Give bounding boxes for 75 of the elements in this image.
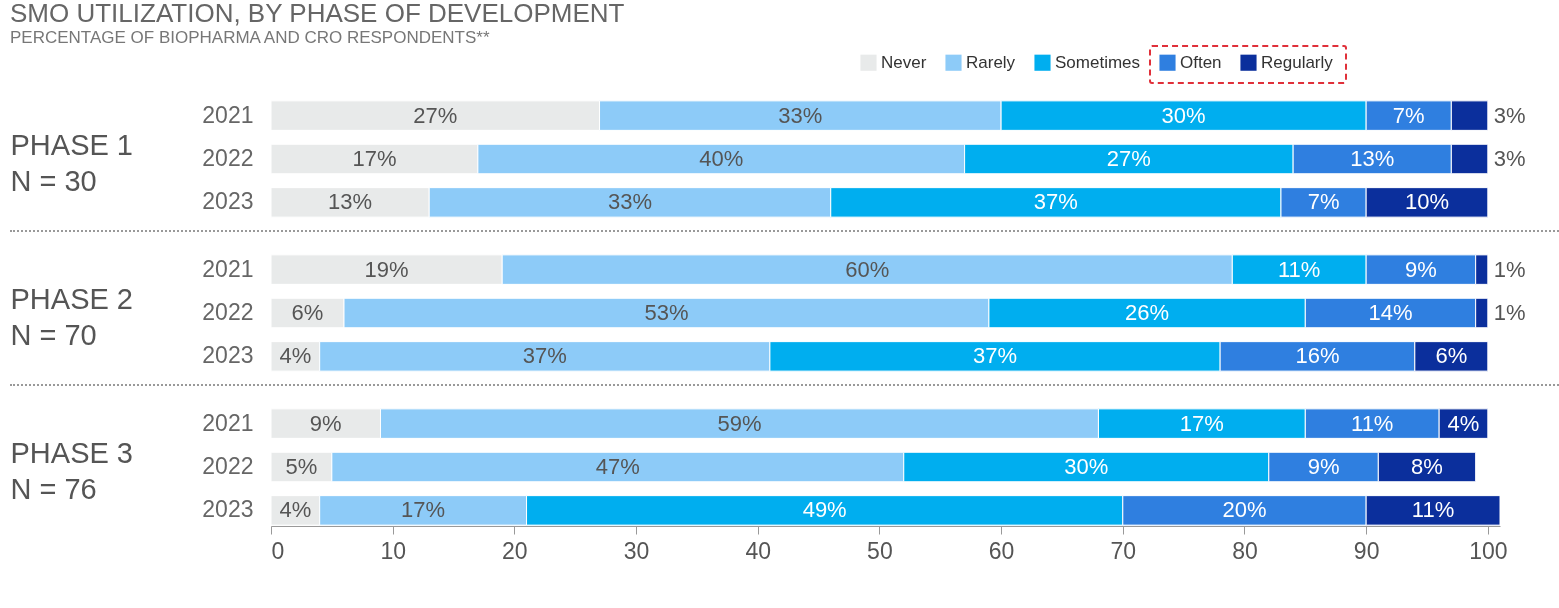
data-label: 37% bbox=[972, 343, 1018, 369]
data-label: 13% bbox=[328, 189, 373, 215]
data-label: 8% bbox=[1411, 454, 1443, 479]
legend-label: Never bbox=[881, 52, 927, 72]
legend-label: Regularly bbox=[1261, 52, 1334, 72]
data-label: 49% bbox=[802, 497, 847, 523]
data-label: 33% bbox=[778, 102, 823, 128]
data-label: 33% bbox=[607, 189, 652, 215]
data-label: 19% bbox=[364, 256, 409, 282]
data-label: 10% bbox=[1404, 189, 1450, 215]
x-tick-label: 80 bbox=[1232, 537, 1258, 564]
data-label: 4% bbox=[1447, 410, 1480, 436]
y-tick-label: 2023 bbox=[202, 188, 254, 215]
data-label: 37% bbox=[1033, 189, 1078, 215]
data-label: 47% bbox=[595, 454, 640, 479]
data-label: 14% bbox=[1368, 300, 1413, 325]
data-label: 1% bbox=[1493, 256, 1526, 282]
y-tick-label: 2021 bbox=[202, 409, 254, 436]
data-label: 7% bbox=[1307, 189, 1340, 215]
data-label: 59% bbox=[717, 410, 762, 436]
data-label: 7% bbox=[1392, 102, 1425, 128]
legend-label: Rarely bbox=[966, 52, 1016, 72]
y-tick-label: 2022 bbox=[202, 145, 254, 171]
x-tick-label: 60 bbox=[988, 537, 1015, 564]
data-label: 30% bbox=[1161, 102, 1206, 128]
data-label: 11% bbox=[1411, 497, 1455, 523]
data-label: 30% bbox=[1064, 454, 1109, 479]
legend-label: Often bbox=[1180, 52, 1222, 72]
data-label: 16% bbox=[1295, 343, 1340, 369]
y-tick-label: 2022 bbox=[202, 299, 254, 325]
y-axis-title: PHASE 3 N = 76 bbox=[10, 436, 133, 505]
x-tick-label: 100 bbox=[1469, 537, 1508, 564]
data-label: 6% bbox=[291, 300, 324, 325]
data-label: 9% bbox=[1307, 454, 1340, 479]
x-tick-label: 40 bbox=[745, 537, 772, 564]
x-tick-label: 20 bbox=[502, 537, 528, 564]
y-tick-label: 2021 bbox=[202, 255, 254, 282]
data-label: 53% bbox=[644, 300, 689, 325]
data-label: 17% bbox=[352, 146, 397, 171]
chart-title: SMO UTILIZATION, BY PHASE OF DEVELOPMENT bbox=[10, 0, 625, 28]
data-label: 27% bbox=[1106, 146, 1151, 171]
data-label: 11% bbox=[1351, 410, 1394, 436]
data-label: 1% bbox=[1493, 300, 1526, 325]
data-label: 3% bbox=[1493, 102, 1526, 128]
x-tick-label: 0 bbox=[271, 537, 285, 564]
y-axis-title: PHASE 2 N = 70 bbox=[10, 282, 133, 351]
data-label: 27% bbox=[413, 102, 458, 128]
data-label: 60% bbox=[845, 256, 890, 282]
data-label: 3% bbox=[1493, 146, 1526, 171]
y-axis-title: PHASE 1 N = 30 bbox=[10, 128, 133, 197]
data-label: 9% bbox=[309, 410, 342, 436]
data-label: 20% bbox=[1222, 497, 1267, 523]
x-tick-label: 30 bbox=[623, 537, 650, 564]
y-tick-label: 2022 bbox=[202, 453, 254, 479]
x-tick-label: 50 bbox=[867, 537, 893, 564]
data-label: 37% bbox=[522, 343, 567, 369]
data-label: 17% bbox=[401, 497, 446, 523]
data-label: 6% bbox=[1435, 343, 1468, 369]
data-label: 40% bbox=[699, 146, 744, 171]
data-label: 11% bbox=[1278, 256, 1321, 282]
data-label: 5% bbox=[285, 454, 318, 479]
data-label: 17% bbox=[1179, 410, 1224, 436]
x-tick-label: 70 bbox=[1110, 537, 1137, 564]
y-tick-label: 2023 bbox=[202, 342, 254, 369]
y-tick-label: 2023 bbox=[202, 496, 254, 523]
legend-label: Sometimes bbox=[1055, 52, 1141, 72]
y-tick-label: 2021 bbox=[202, 101, 254, 128]
data-label: 4% bbox=[279, 343, 312, 369]
chart-subtitle: PERCENTAGE OF BIOPHARMA AND CRO RESPONDENTS** bbox=[10, 28, 490, 47]
data-label: 13% bbox=[1350, 146, 1395, 171]
data-label: 26% bbox=[1125, 300, 1170, 325]
data-label: 9% bbox=[1405, 256, 1437, 282]
x-tick-label: 10 bbox=[380, 537, 406, 564]
x-tick-label: 90 bbox=[1353, 537, 1380, 564]
data-label: 4% bbox=[279, 497, 312, 523]
